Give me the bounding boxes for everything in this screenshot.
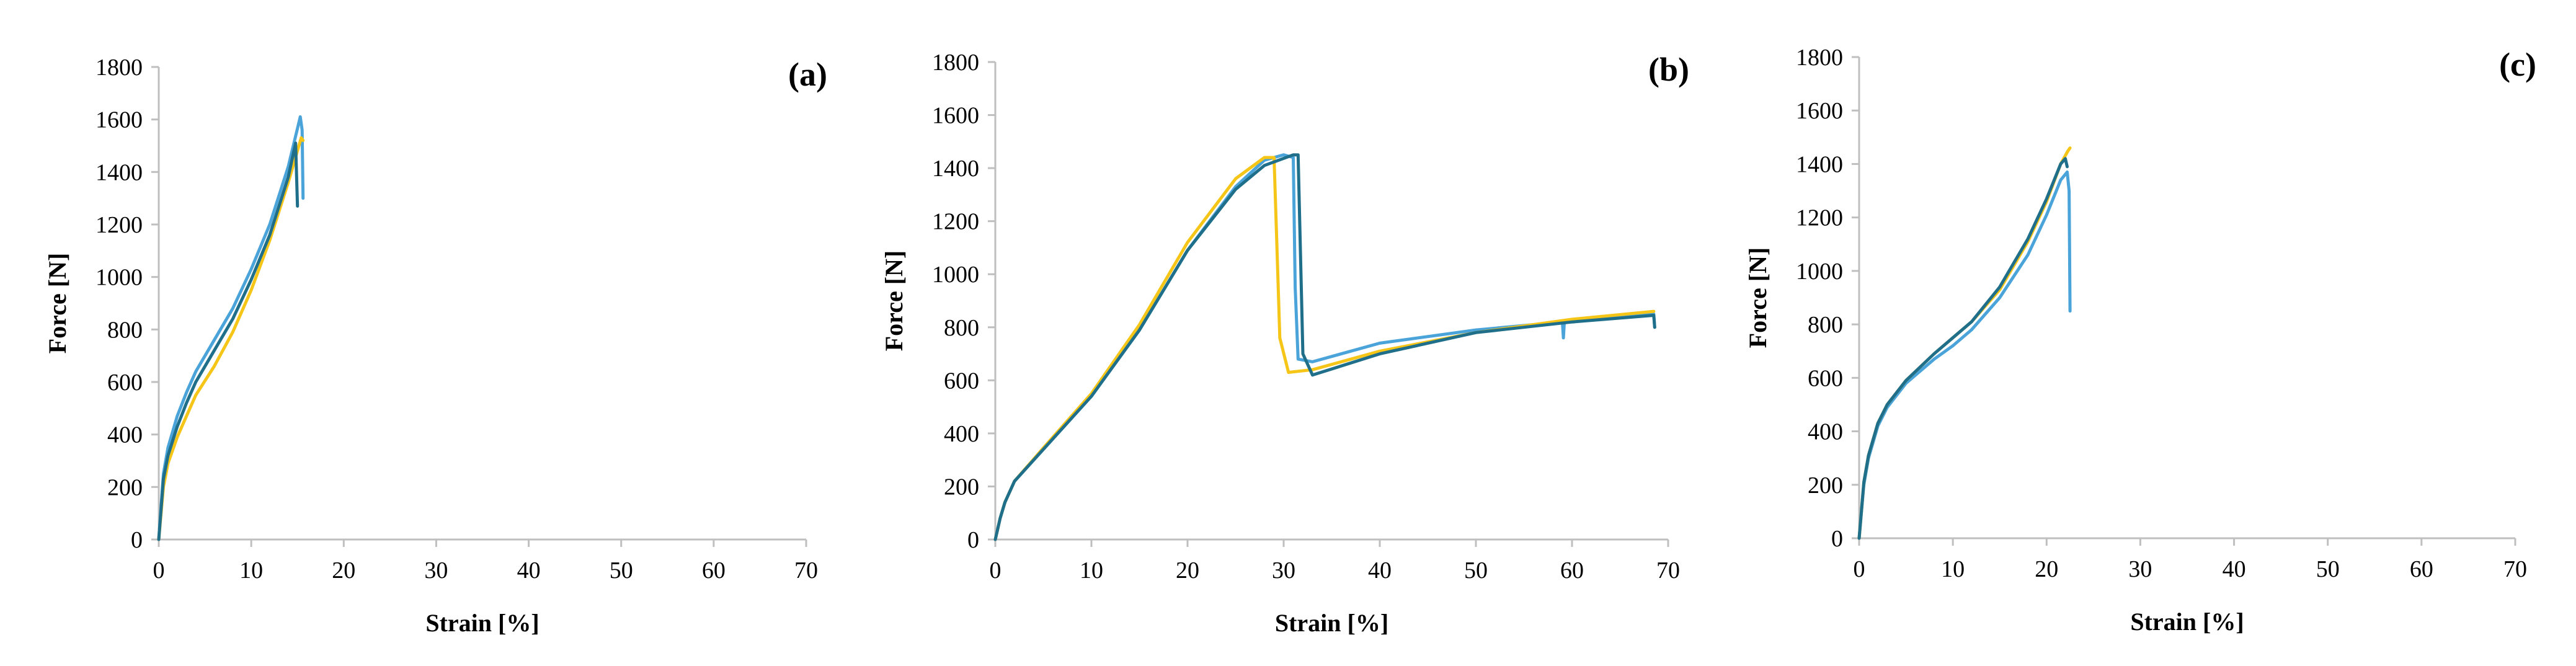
y-tick-label: 1000 — [1796, 259, 1843, 285]
panel-label: (a) — [788, 56, 827, 93]
series-line-1 — [1857, 146, 2072, 540]
x-tick-label: 20 — [1176, 557, 1199, 584]
y-tick-label: 1200 — [95, 212, 143, 238]
x-axis-title: Strain [%] — [1275, 609, 1388, 637]
panel-label: (c) — [2499, 46, 2536, 83]
y-tick-label: 1600 — [1796, 98, 1843, 124]
y-tick-label: 1400 — [1796, 151, 1843, 177]
x-tick-label: 20 — [2035, 556, 2058, 582]
x-tick-label: 0 — [1854, 556, 1865, 582]
y-tick-label: 1000 — [95, 265, 143, 291]
y-tick-label: 0 — [131, 527, 143, 553]
panel-label: (b) — [1648, 51, 1689, 88]
y-tick-label: 200 — [1808, 473, 1843, 499]
y-tick-label: 0 — [1831, 526, 1843, 552]
x-tick-label: 10 — [239, 557, 263, 584]
y-tick-label: 600 — [944, 368, 979, 394]
chart-panel-2: 0 200 400 600 800 1000 1200 1400 1600 1800 0 10 20 30… — [1744, 45, 2536, 636]
x-tick-label: 40 — [2223, 556, 2246, 582]
x-tick-label: 0 — [153, 557, 165, 584]
x-tick-label: 70 — [1656, 557, 1680, 584]
x-tick-label: 50 — [2316, 556, 2340, 582]
y-tick-label: 1200 — [1796, 205, 1843, 231]
series-line-1 — [993, 156, 1656, 541]
y-tick-label: 200 — [944, 474, 979, 500]
series-line-0 — [993, 153, 1656, 541]
x-tick-label: 30 — [1272, 557, 1295, 584]
x-axis-title: Strain [%] — [425, 609, 539, 637]
x-axis-title: Strain [%] — [2130, 608, 2244, 636]
chart-panel-1: 0 200 400 600 800 1000 1200 1400 1600 1800 0 10 20 30… — [880, 50, 1689, 637]
y-axis-title: Force [N] — [880, 251, 908, 352]
x-tick-label: 50 — [1464, 557, 1488, 584]
y-tick-label: 800 — [1808, 312, 1843, 338]
y-tick-label: 1600 — [932, 103, 979, 129]
y-tick-label: 1000 — [932, 262, 979, 288]
y-tick-label: 0 — [967, 527, 979, 553]
x-tick-label: 30 — [424, 557, 448, 584]
y-tick-label: 600 — [1808, 365, 1843, 391]
chart-panel-0: 0 200 400 600 800 1000 1200 1400 1600 1800 0 10 20 30… — [43, 55, 827, 637]
y-tick-label: 400 — [944, 421, 979, 447]
y-tick-label: 600 — [107, 370, 143, 396]
y-tick-label: 1600 — [95, 107, 143, 133]
y-axis-title: Force [N] — [1744, 247, 1772, 349]
x-tick-label: 20 — [332, 557, 355, 584]
x-tick-label: 10 — [1080, 557, 1103, 584]
y-tick-label: 800 — [944, 315, 979, 341]
y-tick-label: 1800 — [95, 55, 143, 81]
y-tick-label: 400 — [107, 422, 143, 448]
series-line-2 — [1857, 157, 2069, 540]
y-tick-label: 1400 — [95, 159, 143, 185]
y-tick-label: 1800 — [1796, 45, 1843, 71]
x-tick-label: 0 — [990, 557, 1002, 584]
x-tick-label: 60 — [2410, 556, 2433, 582]
series-line-2 — [157, 141, 300, 541]
y-tick-label: 1800 — [932, 50, 979, 76]
y-tick-label: 1200 — [932, 209, 979, 235]
x-tick-label: 50 — [610, 557, 633, 584]
y-axis-title: Force [N] — [43, 253, 71, 354]
x-tick-label: 70 — [794, 557, 818, 584]
y-tick-label: 800 — [107, 317, 143, 343]
x-tick-label: 30 — [2128, 556, 2152, 582]
series-line-2 — [993, 153, 1656, 541]
x-tick-label: 60 — [1560, 557, 1584, 584]
x-tick-label: 40 — [517, 557, 541, 584]
x-tick-label: 70 — [2503, 556, 2527, 582]
x-tick-label: 40 — [1368, 557, 1392, 584]
series-line-0 — [157, 115, 305, 541]
series-line-0 — [1857, 170, 2072, 540]
y-tick-label: 1400 — [932, 156, 979, 182]
y-tick-label: 200 — [107, 474, 143, 500]
x-tick-label: 60 — [702, 557, 726, 584]
y-tick-label: 400 — [1808, 419, 1843, 445]
x-tick-label: 10 — [1941, 556, 1965, 582]
